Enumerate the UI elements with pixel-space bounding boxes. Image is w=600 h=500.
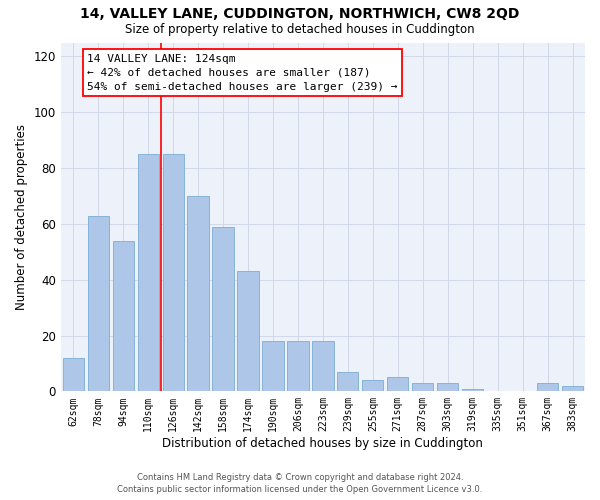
- Bar: [262, 341, 284, 392]
- Text: 14, VALLEY LANE, CUDDINGTON, NORTHWICH, CW8 2QD: 14, VALLEY LANE, CUDDINGTON, NORTHWICH, …: [80, 8, 520, 22]
- Text: Contains HM Land Registry data © Crown copyright and database right 2024.
Contai: Contains HM Land Registry data © Crown c…: [118, 472, 482, 494]
- Bar: [337, 372, 358, 392]
- Bar: [362, 380, 383, 392]
- Bar: [187, 196, 209, 392]
- Bar: [238, 272, 259, 392]
- Bar: [163, 154, 184, 392]
- Bar: [462, 388, 483, 392]
- Bar: [62, 358, 84, 392]
- Text: Size of property relative to detached houses in Cuddington: Size of property relative to detached ho…: [125, 22, 475, 36]
- Text: 14 VALLEY LANE: 124sqm
← 42% of detached houses are smaller (187)
54% of semi-de: 14 VALLEY LANE: 124sqm ← 42% of detached…: [87, 54, 398, 92]
- Bar: [387, 378, 409, 392]
- Y-axis label: Number of detached properties: Number of detached properties: [15, 124, 28, 310]
- Bar: [562, 386, 583, 392]
- Bar: [312, 341, 334, 392]
- Bar: [537, 383, 558, 392]
- Bar: [212, 226, 233, 392]
- X-axis label: Distribution of detached houses by size in Cuddington: Distribution of detached houses by size …: [163, 437, 484, 450]
- Bar: [113, 240, 134, 392]
- Bar: [437, 383, 458, 392]
- Bar: [412, 383, 433, 392]
- Bar: [137, 154, 159, 392]
- Bar: [287, 341, 308, 392]
- Bar: [88, 216, 109, 392]
